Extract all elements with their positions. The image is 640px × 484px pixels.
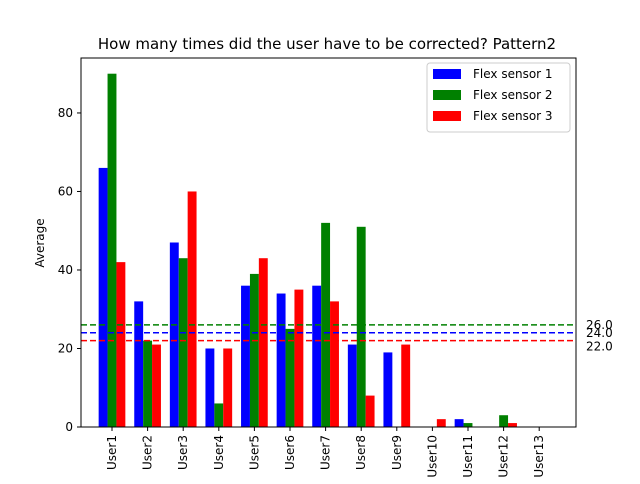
chart-title: How many times did the user have to be c… (98, 35, 556, 53)
plot-frame (80, 57, 577, 428)
bar-2-user3 (178, 258, 188, 427)
x-tick-label: User12 (497, 435, 511, 478)
bar-3-user8 (365, 395, 375, 427)
bar-1-user5 (241, 285, 250, 427)
bar-1-user6 (276, 293, 286, 427)
bar-1-user11 (454, 419, 464, 427)
x-tick-label: User4 (212, 435, 226, 470)
legend-swatch (433, 90, 461, 100)
legend-label: Flex sensor 2 (473, 88, 553, 102)
bar-2-user5 (249, 273, 259, 427)
reference-line-label-1: 24.0 (586, 326, 613, 340)
x-tick-label: User9 (390, 435, 404, 470)
bar-3-user9 (401, 344, 411, 427)
y-tick-label: 20 (58, 341, 73, 355)
bar-1-user1 (98, 167, 108, 427)
legend-label: Flex sensor 3 (473, 109, 553, 123)
bar-3-user7 (330, 301, 339, 427)
bar-1-user2 (134, 301, 144, 427)
legend: Flex sensor 1 Flex sensor 2 Flex sensor 3 (426, 62, 571, 133)
x-tick-label: User6 (283, 435, 297, 470)
reference-line-label-2: 22.0 (586, 340, 613, 354)
x-tick-label: User5 (247, 435, 261, 470)
x-tick-label: User8 (354, 435, 368, 470)
legend-swatch (433, 69, 461, 79)
x-tick-label: User2 (141, 435, 155, 470)
legend-box (426, 62, 571, 133)
bar-1-user8 (347, 344, 357, 427)
bar-2-user8 (356, 226, 366, 427)
bar-2-user4 (214, 403, 224, 427)
y-axis-label: Average (33, 218, 47, 267)
bar-3-user2 (152, 344, 161, 427)
bar-2-user12 (499, 415, 509, 427)
bar-3-user3 (187, 191, 197, 427)
legend-swatch (433, 111, 461, 121)
y-tick-label: 0 (65, 420, 73, 434)
legend-label: Flex sensor 1 (473, 67, 553, 81)
x-tick-label: User11 (461, 435, 475, 478)
bar-3-user1 (116, 262, 126, 427)
x-tick-label: User7 (319, 435, 333, 470)
bar-2-user6 (285, 328, 295, 427)
x-tick-label: User10 (425, 435, 439, 478)
x-tick-label: User3 (176, 435, 190, 470)
bar-1-user3 (169, 242, 179, 427)
bar-2-user11 (463, 423, 473, 427)
y-tick-label: 80 (58, 106, 73, 120)
bar-3-user10 (436, 419, 446, 427)
y-tick-label: 40 (58, 263, 73, 277)
x-tick-label: User1 (105, 435, 119, 470)
bar-1-user7 (312, 285, 322, 427)
x-tick-label: User13 (532, 435, 546, 478)
bar-2-user1 (107, 73, 117, 428)
bar-3-user6 (294, 289, 304, 427)
y-tick-label: 60 (58, 184, 73, 198)
bar-3-user5 (258, 258, 268, 427)
bar-3-user12 (508, 423, 517, 427)
reference-line-label-0: 26.0 (586, 318, 613, 332)
bar-1-user4 (205, 348, 215, 427)
bar-3-user4 (223, 348, 233, 427)
bar-1-user9 (383, 352, 393, 427)
bar-2-user2 (143, 340, 153, 427)
